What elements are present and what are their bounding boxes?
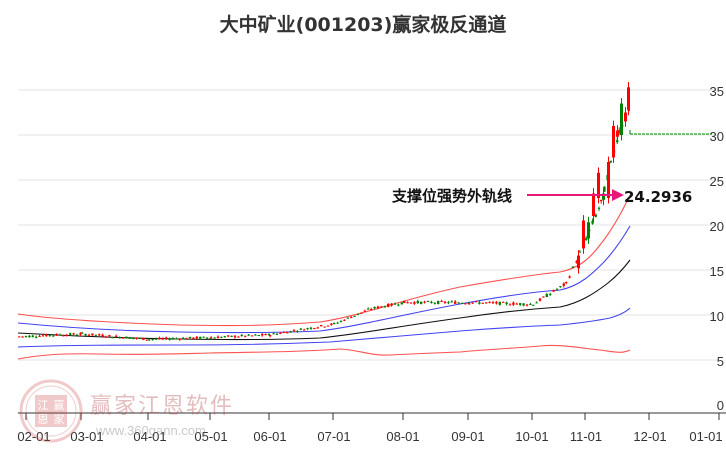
x-tick: 09-01 [451,429,484,444]
x-tick: 04-01 [133,429,166,444]
lower-inner-band [17,307,631,348]
seal-char: 家 [54,412,65,426]
seal-char: 赢 [54,398,65,412]
x-tick: 03-01 [70,429,103,444]
x-tick: 10-01 [515,429,548,444]
seal-logo-icon: 江 赢 恩 家 [19,379,83,443]
x-tick: 05-01 [194,429,227,444]
y-tick-5: 5 [717,354,724,369]
y-tick-25: 25 [710,174,724,189]
y-axis: 0 5 10 15 20 25 30 35 [710,84,724,413]
y-tick-10: 10 [710,309,724,324]
arrow-head-icon [612,189,624,201]
channel-lines [17,194,631,360]
chart-title: 大中矿业(001203)赢家极反通道 [219,14,507,36]
x-tick: 01-01 [689,429,722,444]
watermark-text: 赢家江恩软件 [90,394,235,419]
gridlines [18,89,718,361]
seal-char: 江 [38,399,49,412]
x-tick: 12-01 [633,429,666,444]
y-tick-15: 15 [710,264,724,279]
lower-outer-band [17,344,631,360]
upper-outer-band [17,194,631,327]
support-annotation: 支撑位强势外轨线 24.2936 [391,187,692,206]
y-tick-20: 20 [710,219,724,234]
x-tick: 08-01 [386,429,419,444]
upper-inner-band [17,225,631,334]
y-tick-30: 30 [710,129,724,144]
candlesticks [18,81,630,341]
support-label: 支撑位强势外轨线 [391,187,512,205]
y-tick-35: 35 [710,84,724,99]
support-value: 24.2936 [624,188,692,206]
middle-line [17,259,631,341]
x-axis: 02-01 03-01 04-01 05-01 06-01 07-01 08-0… [17,412,726,444]
x-tick: 07-01 [317,429,350,444]
seal-char: 恩 [38,413,49,426]
y-tick-0: 0 [717,398,724,413]
watermark-url: www.360gann.com [96,423,206,438]
x-tick: 11-01 [570,429,602,444]
x-tick: 06-01 [253,429,286,444]
x-tick: 02-01 [17,429,50,444]
